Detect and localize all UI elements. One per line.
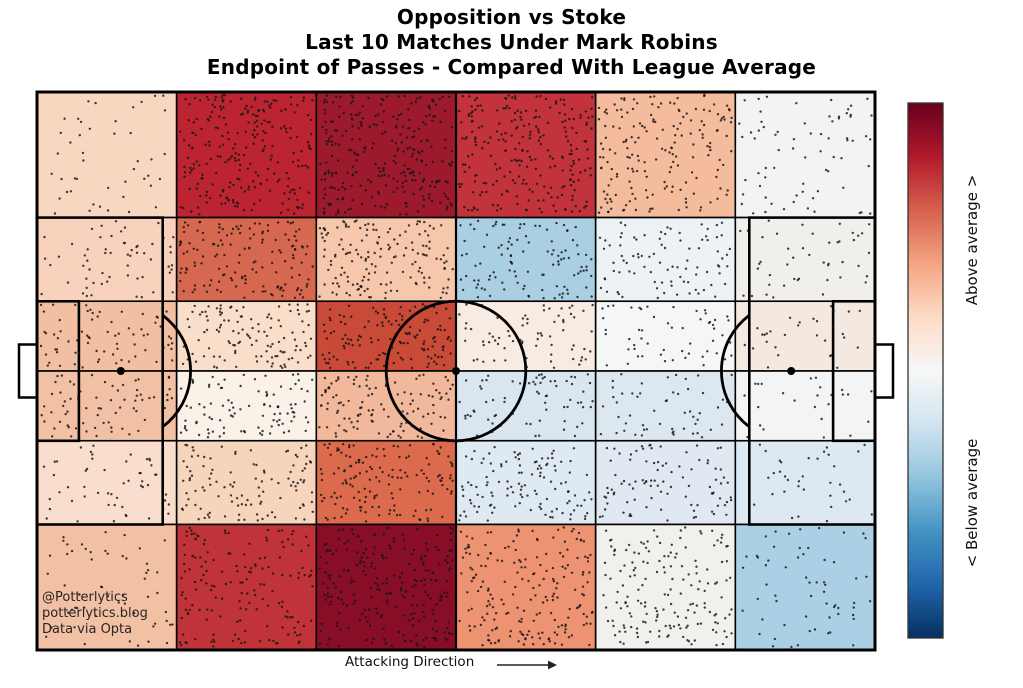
zone-r4-c2 <box>175 370 318 442</box>
zone-r5-c5 <box>594 439 737 526</box>
zone-r2-c2 <box>175 216 318 303</box>
zone-r4-c5 <box>594 370 737 442</box>
right-penalty-spot <box>787 367 796 375</box>
attribution-handle: @Potterlytics <box>42 590 128 605</box>
zone-r2-c6 <box>734 216 876 303</box>
pitch-markings <box>17 90 895 652</box>
centre-spot <box>452 367 460 375</box>
zone-r3-c6 <box>734 300 876 372</box>
zone-r5-c6 <box>734 439 876 526</box>
title-line-2: Last 10 Matches Under Mark Robins <box>305 30 718 54</box>
attribution: @Potterlytics potterlytics.blog Data via… <box>42 590 148 638</box>
zone-r2-c5 <box>594 216 737 303</box>
zone-r5-c3 <box>315 439 457 526</box>
zone-r2-c4 <box>455 216 597 303</box>
title-line-1: Opposition vs Stoke <box>396 5 627 29</box>
attacking-direction-label: Attacking Direction <box>345 654 475 670</box>
zone-r1-c6 <box>734 91 876 219</box>
colorbar-label-below-average: < Below average <box>963 438 981 568</box>
left-six-yard-box <box>35 299 81 443</box>
attribution-blog: potterlytics.blog <box>42 606 148 621</box>
zone-r3-c5 <box>594 300 737 372</box>
zone-r6-c6 <box>734 523 876 651</box>
title-line-3: Endpoint of Passes - Compared With Leagu… <box>206 55 817 79</box>
right-goal <box>873 343 895 399</box>
zone-r5-c1 <box>36 439 178 526</box>
zone-r6-c3 <box>315 523 457 651</box>
right-six-yard-box <box>831 299 877 443</box>
centre-circle <box>384 299 528 443</box>
zone-r5-c2 <box>175 439 318 526</box>
zone-r2-c1 <box>36 216 178 303</box>
colorbar-label-above-average: Above average > <box>963 174 981 306</box>
zone-r6-c2 <box>175 523 318 651</box>
zone-r6-c5 <box>594 523 737 651</box>
attacking-direction-arrow <box>497 660 557 670</box>
zone-r6-c4 <box>455 523 597 651</box>
colorbar <box>907 102 944 639</box>
chart-title: Opposition vs Stoke Last 10 Matches Unde… <box>0 5 1023 80</box>
zone-r4-c6 <box>734 370 876 442</box>
left-goal <box>17 343 39 399</box>
zone-r3-c1 <box>36 300 178 372</box>
zone-r1-c2 <box>175 91 318 219</box>
zone-r3-c2 <box>175 300 318 372</box>
right-penalty-arc <box>720 314 751 428</box>
pass-endpoint-dots <box>39 93 873 649</box>
left-penalty-spot <box>116 367 125 375</box>
left-penalty-arc <box>161 314 192 428</box>
attribution-data-source: Data via Opta <box>42 622 133 637</box>
zone-r2-c3 <box>315 216 457 303</box>
zone-r4-c1 <box>36 370 178 442</box>
